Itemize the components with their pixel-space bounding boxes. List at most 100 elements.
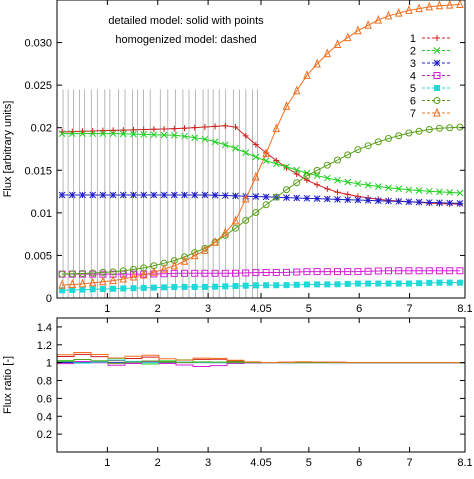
series-6-point [181,253,188,261]
series-7-point [445,0,454,9]
series-7-point [435,0,444,10]
series-5-point [365,280,372,287]
series-6-point [374,138,382,146]
series-1-point [191,124,198,131]
series-2-point [150,131,158,139]
y-tick-label: 0 [46,293,52,305]
series-7-line [62,4,460,286]
series-4-point [344,268,352,276]
series-6-point [272,193,280,201]
series-1-point [293,170,300,177]
series-7-point [303,70,311,79]
series-6-point [109,268,117,276]
x-tick-label: 7 [407,303,413,315]
series-5-point [303,281,310,288]
series-2-point [385,184,392,192]
series-2-point [99,130,107,138]
series-5-point [242,282,249,289]
y-tick-label: 0.8 [37,376,52,388]
series-3-point [181,191,188,199]
series-3-point [201,191,209,199]
series-5-point [436,279,443,286]
legend-label: 6 [410,96,416,108]
series-4-point [283,268,290,276]
series-2-point [89,130,97,138]
series-3-point [374,197,382,205]
y-tick-label: 0.025 [24,80,52,92]
series-2-point [68,130,76,138]
series-7-point [221,227,230,237]
series-3-point [109,191,117,199]
y-tick-label: 0.015 [24,165,52,177]
series-5-point [293,281,300,288]
series-7-point [139,269,148,279]
series-7-point [68,279,77,288]
y-tick-label: 0.6 [37,393,52,405]
series-1-point [181,125,188,132]
series-5-point [110,285,117,292]
series-2-point [374,183,382,190]
y-tick-label: 0.01 [31,208,52,220]
series-3-point [425,199,433,206]
series-2-point [446,189,454,196]
series-2-point [323,174,331,182]
series-2-point [272,160,280,168]
series-6-point [283,186,290,194]
series-1-point [212,123,219,130]
series-7-point [99,276,107,286]
series-4-point [374,267,382,275]
series-7-point [425,1,434,11]
series-4-point [160,270,168,278]
series-1-point [130,126,137,133]
series-7-point [282,101,291,110]
series-3-point [170,191,178,199]
series-6-point [425,125,433,133]
series-4-point [201,269,209,277]
y-tick-label: 1.2 [37,340,52,352]
series-2-point [160,131,168,139]
series-6-point [323,161,331,169]
series-2-point [293,166,301,174]
x-tick-label: 8.1 [457,303,472,315]
y-tick-label: 0.2 [37,429,52,441]
series-5-point [59,287,66,294]
series-7-point [374,14,383,24]
series-4-point [395,267,403,275]
series-3-point [140,191,148,199]
x-tick-label: 4.05 [250,457,271,469]
series-4-point [211,269,219,277]
series-3-point [456,199,464,207]
series-4-point [170,269,178,277]
x-tick-label: 7 [407,457,413,469]
series-6-point [262,201,270,209]
series-6-point [68,270,76,278]
series-4-point [425,267,433,275]
series-7-point [129,271,138,281]
series-5-point [232,283,239,290]
series-5-point [99,286,106,293]
series-2-point [211,138,219,146]
series-5-point [314,281,321,288]
x-tick-label: 6 [356,303,362,315]
series-2-point [252,153,260,161]
series-7-point [150,266,158,276]
legend-label: 7 [410,108,416,120]
series-3-point [446,199,454,207]
series-5-point [395,280,402,287]
series-2-point [181,132,188,140]
series-2-point [436,188,443,196]
series-3-point [436,199,443,207]
series-1-point [303,177,310,184]
series-6-point [79,269,86,277]
series-4-point [293,268,301,276]
series-7-point [211,236,219,246]
series-5-point [344,280,351,287]
series-6-point [364,142,372,150]
x-tick-label: 8.1 [457,457,472,469]
series-7-point [364,20,372,29]
series-1-point [140,126,147,133]
series-7-point [190,250,199,260]
